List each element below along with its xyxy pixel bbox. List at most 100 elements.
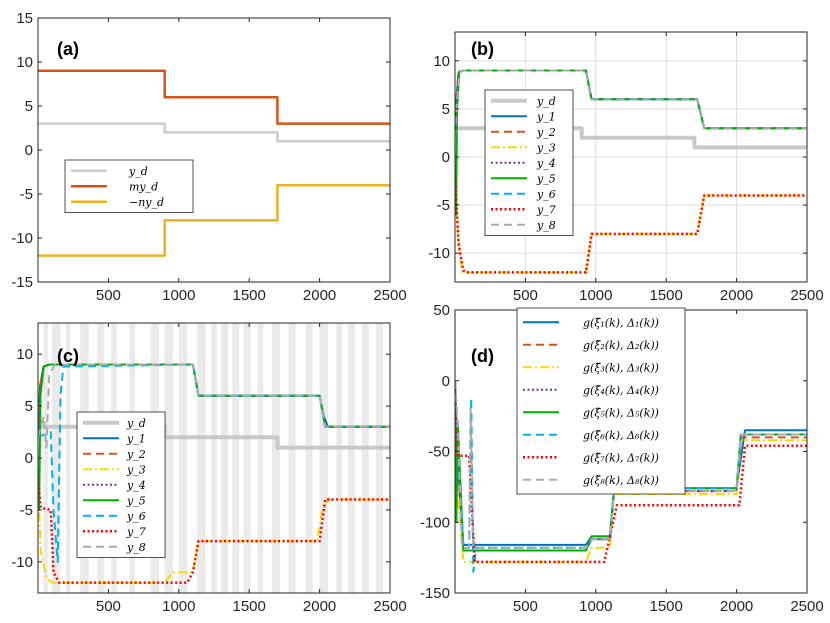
shaded-interval: [232, 323, 240, 593]
y-tick-label: -5: [20, 502, 33, 519]
legend-label-2: y_2: [536, 126, 556, 139]
series-line-8: [38, 363, 390, 449]
legend-label-2: y_2: [126, 448, 146, 461]
y-tick-label: 0: [442, 149, 450, 166]
legend-label-4: y_4: [126, 479, 146, 492]
shaded-interval: [164, 323, 174, 593]
x-tick-label: 1500: [650, 598, 683, 615]
legend-label-6: y_6: [536, 188, 556, 201]
y-tick-label: -10: [11, 230, 33, 247]
x-tick-label: 1500: [650, 287, 683, 304]
shaded-interval: [305, 323, 313, 593]
x-tick-label: 1500: [233, 598, 266, 615]
plot-area: [38, 18, 390, 282]
legend-label-6: y_6: [126, 510, 146, 523]
shaded-interval: [336, 323, 343, 593]
legend-label-0: y_d: [128, 165, 148, 178]
series-line-7: [455, 380, 807, 549]
shaded-interval: [361, 323, 369, 593]
y-tick-label: 0: [442, 373, 450, 390]
y-tick-label: -15: [11, 274, 33, 291]
legend-label-0: y_d: [536, 95, 556, 108]
shaded-interval: [211, 323, 217, 593]
shaded-interval: [257, 323, 264, 593]
y-tick-label: -150: [420, 585, 450, 602]
y-tick-label: 0: [25, 450, 33, 467]
legend-label-2: −ny_d: [129, 196, 164, 209]
series-line-7: [38, 478, 390, 584]
y-tick-label: -10: [428, 245, 450, 262]
panel-label: (a): [57, 39, 79, 59]
legend-label-7: y_7: [126, 525, 146, 538]
shaded-interval: [243, 323, 251, 593]
shaded-interval: [347, 323, 355, 593]
y-tick-label: -100: [420, 514, 450, 531]
y-tick-label: -5: [20, 186, 33, 203]
x-tick-label: 2500: [373, 598, 406, 615]
series-line-3: [38, 478, 390, 584]
panel-label: (b): [471, 39, 494, 59]
legend-box: [484, 89, 574, 236]
legend-label-8: y_8: [536, 219, 556, 232]
series-line-6: [455, 409, 807, 564]
legend-label-5: y_5: [126, 494, 146, 507]
x-tick-label: 2000: [720, 598, 753, 615]
series-line-1: [38, 69, 390, 125]
x-tick-label: 500: [513, 287, 538, 304]
panel-3: 500 1000 1500 2000 2500 -150 -100 -50 0 50 (d) g(ξ̃…: [420, 302, 824, 615]
shaded-interval: [66, 323, 71, 593]
panel-label: (d): [471, 346, 494, 366]
y-tick-label: 10: [433, 53, 450, 70]
legend-label-4: y_4: [536, 157, 556, 170]
x-tick-label: 1000: [579, 598, 612, 615]
legend-label-3: y_3: [126, 463, 146, 476]
shaded-interval: [319, 323, 329, 593]
x-tick-label: 2500: [790, 287, 823, 304]
legend-label-0: g(ξ̃₁(k), Δ₁(k)): [583, 316, 659, 329]
y-tick-label: 5: [442, 101, 450, 118]
y-tick-label: 5: [25, 98, 33, 115]
series-line-2: [38, 183, 390, 257]
legend-label-7: y_7: [536, 203, 556, 216]
x-tick-label: 1000: [579, 287, 612, 304]
y-tick-label: -5: [437, 197, 450, 214]
y-tick-label: -10: [11, 554, 33, 571]
series-line-6: [38, 363, 390, 563]
shaded-interval: [375, 323, 383, 593]
shaded-interval: [271, 323, 281, 593]
x-tick-label: 500: [96, 598, 121, 615]
legend-label-1: g(ξ̃₂(k), Δ₂(k)): [583, 339, 659, 352]
series-line-7: [455, 176, 807, 274]
x-tick-label: 2000: [303, 598, 336, 615]
y-tick-label: 0: [25, 142, 33, 159]
panel-0: 500 1000 1500 2000 2500 -15 -10 -5 0 5 10 15 (a) y_dm…: [11, 10, 406, 304]
y-tick-label: -50: [428, 444, 450, 461]
series-line-0: [38, 122, 390, 143]
legend-box: [76, 411, 166, 558]
x-tick-label: 2500: [373, 287, 406, 304]
x-tick-label: 2500: [790, 598, 823, 615]
legend-label-7: g(ξ̃₈(k), Δ₈(k)): [583, 474, 659, 487]
shaded-interval: [178, 323, 188, 593]
x-tick-label: 1000: [162, 598, 195, 615]
x-tick-label: 2000: [720, 287, 753, 304]
legend-label-1: my_d: [129, 180, 158, 193]
panel-label: (c): [57, 346, 79, 366]
legend-label-5: y_5: [536, 172, 556, 185]
shaded-interval: [43, 323, 48, 593]
shaded-interval: [52, 323, 61, 593]
x-tick-label: 500: [513, 598, 538, 615]
legend-label-0: y_d: [126, 417, 146, 430]
series-line-3: [455, 156, 807, 274]
panel-2: 500 1000 1500 2000 2500 -10 -5 0 5 10 (c) y_d y_1 y_2…: [11, 322, 407, 615]
legend-label-4: g(ξ̃₅(k), Δ₅(k)): [583, 406, 659, 419]
legend-label-1: y_1: [126, 432, 146, 445]
legend-label-6: g(ξ̃₇(k), Δ₇(k)): [583, 451, 659, 464]
shaded-interval: [288, 323, 296, 593]
x-tick-label: 1000: [162, 287, 195, 304]
legend-label-5: g(ξ̃₆(k), Δ₆(k)): [583, 429, 659, 442]
legend-label-3: g(ξ̃₄(k), Δ₄(k)): [583, 384, 659, 397]
legend-label-1: y_1: [536, 110, 556, 123]
shaded-interval: [221, 323, 229, 593]
